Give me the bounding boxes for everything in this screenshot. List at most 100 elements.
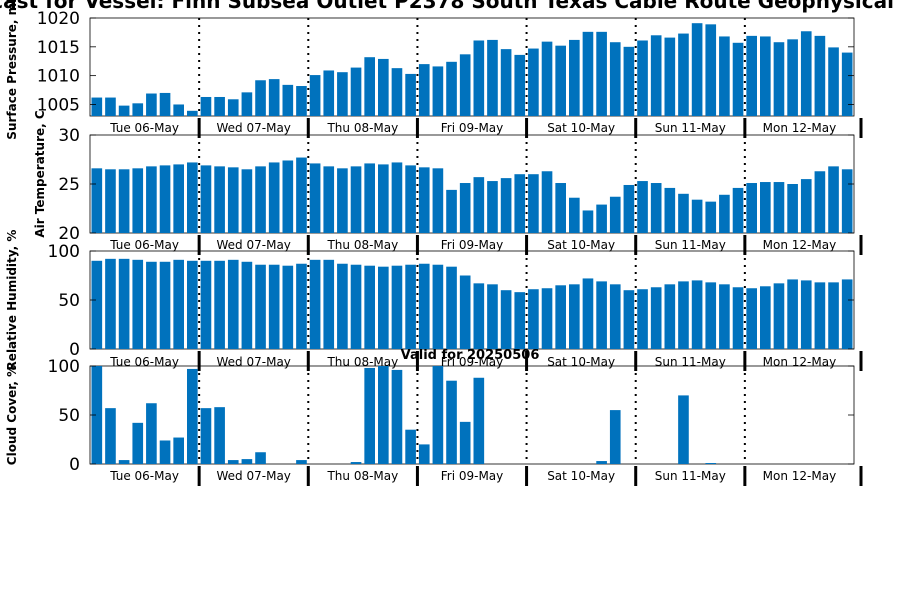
data-bar	[487, 39, 498, 116]
data-bar	[719, 284, 730, 349]
y-tick-label: 25	[58, 175, 80, 195]
data-bar	[268, 79, 280, 116]
data-bar	[746, 35, 757, 117]
data-bar	[364, 57, 375, 116]
data-bar	[91, 260, 103, 349]
data-bar	[309, 259, 321, 349]
y-tick-label: 50	[58, 406, 80, 426]
data-bar	[364, 367, 375, 464]
data-bar	[787, 279, 798, 349]
y-axis-label: Air Temperature, C	[33, 110, 47, 238]
data-bar	[241, 169, 253, 233]
data-bar	[650, 287, 662, 349]
data-bar	[105, 258, 116, 349]
data-bar	[255, 452, 266, 464]
data-bar	[678, 395, 689, 464]
data-bar	[800, 179, 812, 233]
data-bar	[487, 181, 498, 233]
data-bar	[405, 264, 416, 349]
data-bar	[814, 171, 826, 233]
data-bar	[200, 165, 212, 233]
data-bar	[309, 75, 321, 116]
day-label: Wed 07-May	[217, 355, 291, 369]
data-bar	[337, 168, 348, 233]
data-bar	[255, 264, 266, 349]
data-bar	[528, 174, 539, 233]
data-bar	[664, 284, 676, 349]
data-bar	[227, 99, 239, 116]
data-bar	[705, 201, 717, 233]
data-bar	[118, 258, 130, 349]
data-bar	[514, 54, 526, 116]
data-bar	[91, 168, 103, 233]
data-bar	[637, 289, 648, 349]
y-tick-label: 1010	[37, 67, 80, 87]
day-label: Fri 09-May	[441, 355, 504, 369]
y-axis-label: Relative Humidity, %	[5, 230, 19, 371]
data-bar	[364, 265, 375, 349]
data-bar	[227, 460, 239, 464]
day-label: Sun 11-May	[655, 121, 726, 135]
data-bar	[378, 164, 389, 233]
data-bar	[760, 286, 771, 349]
data-bar	[159, 165, 171, 233]
data-bar	[473, 40, 485, 117]
data-bar	[841, 169, 853, 233]
data-bar	[418, 167, 430, 233]
data-bar	[691, 199, 703, 233]
data-bar	[132, 259, 144, 349]
chart-panel-1: Tue 06-May Wed 07-May Thu 08-May Fri 09-May…	[5, 0, 863, 140]
data-bar	[418, 64, 430, 116]
data-bar	[609, 196, 621, 233]
data-bar	[719, 36, 730, 117]
data-bar	[732, 42, 744, 116]
data-bar	[200, 408, 212, 464]
data-bar	[828, 166, 839, 233]
y-tick-label: 100	[48, 357, 80, 377]
data-bar	[637, 181, 648, 233]
day-label: Tue 06-May	[109, 121, 179, 135]
data-bar	[268, 264, 280, 349]
data-bar	[841, 52, 853, 116]
data-bar	[296, 86, 307, 116]
data-bar	[146, 261, 157, 349]
day-label: Tue 06-May	[109, 355, 179, 369]
data-bar	[569, 197, 580, 233]
data-bar	[350, 462, 362, 464]
chart-panel-2: Tue 06-May Wed 07-May Thu 08-May Fri 09-May…	[33, 110, 863, 255]
data-bar	[132, 103, 144, 116]
data-bar	[746, 183, 757, 233]
data-bar	[296, 460, 307, 464]
data-bar	[691, 280, 703, 349]
day-label: Thu 08-May	[326, 355, 398, 369]
y-axis-label: Cloud Cover, %	[5, 365, 19, 465]
data-bar	[555, 45, 566, 116]
day-label: Fri 09-May	[441, 469, 504, 483]
data-bar	[132, 168, 144, 233]
data-bar	[214, 407, 225, 464]
data-bar	[350, 166, 362, 233]
data-bar	[541, 288, 553, 349]
data-bar	[814, 282, 826, 349]
data-bar	[623, 46, 635, 116]
day-label: Sat 10-May	[547, 355, 615, 369]
data-bar	[487, 284, 498, 349]
day-label: Fri 09-May	[441, 238, 504, 252]
data-bar	[623, 290, 635, 349]
data-bar	[828, 47, 839, 116]
data-bar	[705, 463, 717, 464]
day-label: Sun 11-May	[655, 238, 726, 252]
data-bar	[678, 193, 689, 233]
day-label: Mon 12-May	[763, 238, 837, 252]
data-bar	[432, 366, 444, 464]
data-bar	[337, 263, 348, 349]
data-bar	[200, 260, 212, 349]
data-bar	[637, 40, 648, 117]
data-bar	[337, 72, 348, 116]
data-bar	[691, 23, 703, 116]
data-bar	[391, 162, 403, 233]
data-bar	[187, 368, 198, 464]
day-label: Sat 10-May	[547, 121, 615, 135]
data-bar	[159, 261, 171, 349]
